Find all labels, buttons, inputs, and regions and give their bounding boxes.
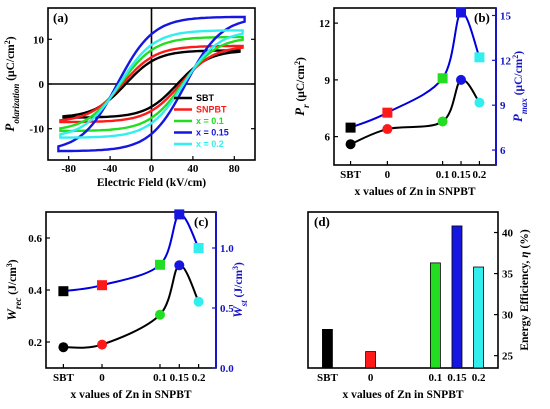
panel-a-ylabel: Polarization (μC/cm2) [2, 36, 21, 131]
panel-a-ytick-label: 10 [33, 34, 45, 46]
panel-a-loop-0 [62, 49, 241, 119]
panel-b-xlabel: x values of Zn in SNPBT [354, 186, 475, 198]
panel-c-xtick-label: 0.15 [170, 372, 190, 384]
panel-b-xtick-label: 0.2 [473, 169, 487, 181]
panel-c-point-Wst [174, 209, 185, 220]
panel-b-curve-Pr [350, 78, 481, 146]
panel-b-point-Pmax [345, 122, 356, 133]
panel-b-point-Pmax [474, 52, 485, 63]
panel-b-ytick-label-right: 15 [500, 10, 512, 22]
panel-d-label: (d) [314, 214, 330, 229]
panel-b-ytick-label-right: 12 [500, 55, 512, 67]
panel-b-point-Pr [456, 74, 467, 85]
panel-b-point-Pr [474, 97, 485, 108]
panel-d-xtick-label: 0 [368, 372, 374, 384]
panel-a-legend-label: x = 0.15 [196, 128, 229, 138]
panel-c-xlabel: x values of Zn in SNPBT [70, 389, 191, 401]
panel-b-label: (b) [474, 10, 490, 25]
panel-a-legend-label: x = 0.1 [196, 116, 224, 126]
panel-d-xtick-label: 0.1 [429, 372, 443, 384]
panel-a-label: (a) [53, 10, 68, 25]
panel-b: SBT 0 0.1 0.15 0.2 6 9 12 6 9 12 15 (b) x values of Z… [292, 7, 529, 198]
panel-c-ylabel-left: Wrec (J/cm3) [4, 259, 23, 320]
panel-d-frame [307, 211, 499, 369]
panel-a-legend-label: SBT [196, 93, 215, 103]
panel-c-ytick-label-right: 1.0 [220, 243, 234, 255]
panel-d-xtick-label: 0.2 [472, 372, 486, 384]
panel-b-point-Pr [382, 124, 393, 135]
panel-d-ytick-label: 30 [502, 310, 514, 322]
panel-b-xtick-label: SBT [340, 169, 361, 181]
panel-b-ylabel-right: Pmax (μC/cm2) [510, 51, 529, 122]
panel-a-xtick-label: 40 [187, 163, 199, 175]
panel-d-xlabel: x values of Zn in SNPBT [342, 389, 463, 401]
panel-c-ytick-label-right: 0.5 [220, 303, 234, 315]
panel-c-point-Wrec [97, 339, 108, 350]
panel-a-loop-1 [59, 44, 244, 124]
panel-c-point-Wst [154, 259, 165, 270]
panel-c-point-Wrec [193, 296, 204, 307]
panel-c-ytick-label: 0.4 [28, 285, 42, 297]
panel-d: SBT 0 0.1 0.15 0.2 25 30 35 40 (d) x values of Zn … [307, 211, 531, 401]
panel-c-ytick-label-right: 0.0 [220, 363, 234, 375]
panel-b-xtick-label: 0 [385, 169, 391, 181]
panel-b-point-Pr [345, 139, 356, 150]
panel-a-xlabel: Electric Field (kV/cm) [97, 177, 206, 189]
panel-a-ytick-label: -10 [29, 124, 44, 136]
panel-b-ylabel-left: Pr (μC/cm2) [292, 57, 311, 116]
panel-b-curve-Pmax [350, 11, 481, 129]
panel-a-xtick-label: 0 [149, 163, 155, 175]
panel-b-point-Pmax [437, 73, 448, 84]
panel-c-point-Wst [193, 243, 204, 253]
panel-d-bar [451, 225, 463, 369]
panel-a-legend-label: x = 0.2 [196, 139, 224, 149]
panel-a-ytick-label: 0 [39, 79, 45, 91]
panel-a-legend-label: SNPBT [196, 105, 227, 115]
panel-b-point-Pmax [382, 107, 393, 118]
panel-a-loop-3 [57, 15, 246, 153]
panel-a-xtick-label: -40 [103, 163, 118, 175]
panel-b-ytick-label-right: 6 [500, 145, 506, 157]
panel-d-xtick-label: 0.15 [447, 372, 467, 384]
panel-b-point-Pr [437, 116, 448, 127]
panel-c-ylabel-right: Wst (J/cm3) [230, 262, 249, 318]
panel-c-point-Wrec [174, 260, 185, 271]
panel-b-ytick-label: 9 [325, 75, 331, 87]
panel-c-label: (c) [194, 214, 208, 229]
panel-b-ytick-label: 6 [325, 132, 331, 144]
panel-c-ytick-label: 0.6 [28, 233, 42, 245]
panel-a-xtick-label: 80 [229, 163, 241, 175]
panel-d-ytick-label: 35 [502, 269, 514, 281]
panel-a-loop-4 [59, 29, 244, 139]
panel-c-ytick-label: 0.2 [28, 337, 42, 349]
panel-c-point-Wrec [58, 342, 69, 353]
panel-c-point-Wst [58, 286, 69, 297]
panel-b-xtick-label: 0.15 [451, 169, 471, 181]
panel-d-bar [365, 351, 377, 369]
panel-c-xtick-label: 0.1 [153, 372, 167, 384]
panel-d-bar [322, 329, 333, 369]
panel-b-point-Pmax [456, 7, 467, 18]
panel-c-xtick-label: 0 [99, 372, 105, 384]
panel-b-ytick-label-right: 9 [500, 100, 506, 112]
panel-c-point-Wrec [154, 309, 165, 320]
panel-d-xtick-label: SBT [317, 372, 338, 384]
panel-c-xtick-label: SBT [53, 372, 74, 384]
panel-d-ytick-label: 40 [502, 228, 514, 240]
panel-d-ylabel: Energy Efficiency, η (%) [519, 229, 531, 350]
panel-c-xtick-label: 0.2 [192, 372, 206, 384]
panel-c-curve-Wst [63, 213, 200, 293]
panel-d-ytick-label: 25 [502, 351, 514, 363]
panel-a-xtick-label: -80 [61, 163, 76, 175]
panel-d-bar [473, 266, 484, 369]
panel-d-bar [429, 262, 441, 369]
panel-c-point-Wst [97, 280, 108, 291]
panel-b-xtick-label: 0.1 [436, 169, 450, 181]
panel-c: SBT 0 0.1 0.15 0.20.20.40.60.00.51.0(c)x val… [4, 209, 249, 401]
panel-b-ytick-label: 12 [319, 18, 331, 30]
